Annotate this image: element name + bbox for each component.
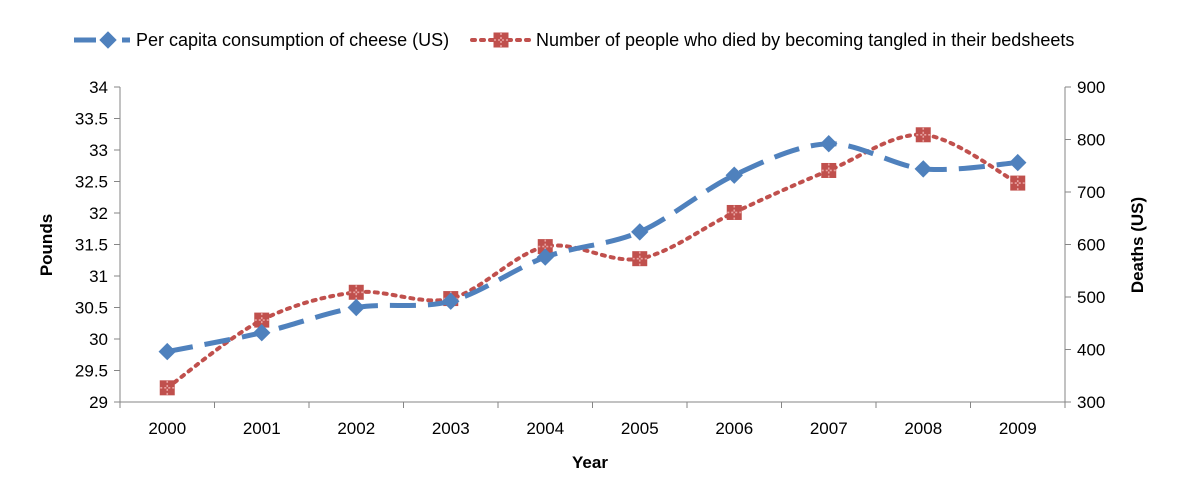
y-right-tick-label: 500 xyxy=(1077,288,1105,307)
y-left-tick-label: 32 xyxy=(89,204,108,223)
y-axis-right-title: Deaths (US) xyxy=(1128,197,1147,293)
series-line xyxy=(166,141,1018,355)
y-left-tick-label: 29.5 xyxy=(75,362,108,381)
x-tick-label: 2000 xyxy=(148,419,186,438)
data-point-diamond xyxy=(536,248,554,266)
y-right-tick-label: 400 xyxy=(1077,341,1105,360)
x-tick-label: 2003 xyxy=(432,419,470,438)
x-axis-title: Year xyxy=(572,453,608,472)
x-tick-label: 2009 xyxy=(999,419,1037,438)
y-left-tick-label: 31 xyxy=(89,267,108,286)
legend-marker-cheese xyxy=(99,31,117,49)
series-cheese xyxy=(158,134,1027,361)
data-point-diamond xyxy=(1009,153,1027,172)
legend: Per capita consumption of cheese (US) Num… xyxy=(74,30,1074,50)
data-point-square xyxy=(348,284,364,300)
y-right-tick-label: 700 xyxy=(1077,183,1105,202)
x-tick-label: 2002 xyxy=(337,419,375,438)
y-left-tick-label: 30.5 xyxy=(75,299,108,318)
legend-marker-bedsheets xyxy=(493,32,509,48)
data-point-square xyxy=(632,251,648,267)
y-left-tick-label: 31.5 xyxy=(75,236,108,255)
legend-label-cheese: Per capita consumption of cheese (US) xyxy=(136,30,449,50)
y-left-tick-label: 34 xyxy=(89,78,108,97)
y-left-tick-label: 30 xyxy=(89,330,108,349)
y-axis-left-title: Pounds xyxy=(37,214,56,276)
axes: 29 29.5 30 30.5 31 31.5 32 32.5 33 33.5 34 300 400 50… xyxy=(75,78,1105,438)
data-point-diamond xyxy=(631,223,649,241)
data-point-diamond xyxy=(347,298,365,317)
data-point-diamond xyxy=(158,342,176,361)
y-right-tick-label: 600 xyxy=(1077,236,1105,255)
x-tick-label: 2008 xyxy=(904,419,942,438)
y-left-tick-label: 29 xyxy=(89,393,108,412)
y-right-tick-label: 900 xyxy=(1077,78,1105,97)
x-tick-label: 2001 xyxy=(243,419,281,438)
data-point-diamond xyxy=(914,160,932,178)
data-point-diamond xyxy=(442,292,460,310)
data-point-square xyxy=(159,380,175,396)
data-point-diamond xyxy=(253,323,271,342)
series-layer xyxy=(158,127,1027,396)
legend-label-bedsheets: Number of people who died by becoming ta… xyxy=(536,30,1074,50)
data-point-square xyxy=(726,204,742,220)
data-point-diamond xyxy=(820,134,838,153)
x-tick-label: 2006 xyxy=(715,419,753,438)
y-left-tick-label: 32.5 xyxy=(75,173,108,192)
y-right-tick-label: 800 xyxy=(1077,131,1105,150)
x-tick-label: 2004 xyxy=(526,419,564,438)
x-tick-label: 2005 xyxy=(621,419,659,438)
series-line xyxy=(165,132,1020,390)
data-point-square xyxy=(915,127,931,143)
data-point-square xyxy=(821,162,837,178)
y-left-tick-label: 33.5 xyxy=(75,110,108,129)
series-bedsheets xyxy=(159,127,1026,396)
y-right-tick-label: 300 xyxy=(1077,393,1105,412)
x-tick-label: 2007 xyxy=(810,419,848,438)
data-point-diamond xyxy=(725,166,743,184)
y-left-tick-label: 33 xyxy=(89,141,108,160)
data-point-square xyxy=(1010,175,1026,191)
